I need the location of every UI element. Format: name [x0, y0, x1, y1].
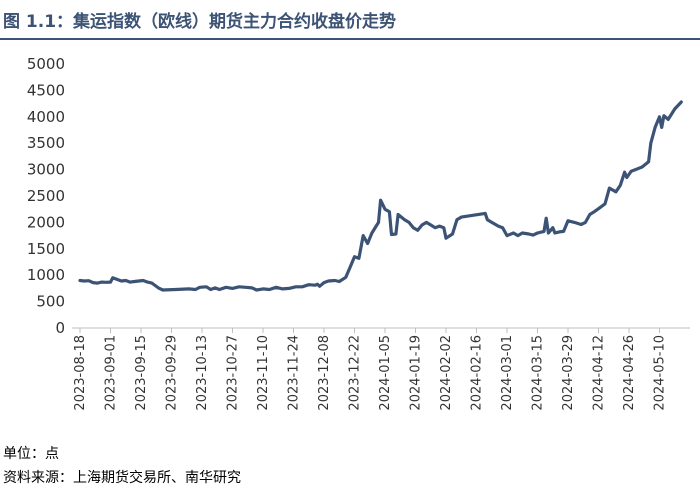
x-axis-labels: 2023-08-18 2023-09-01 2023-09-15 2023-09-29…	[73, 335, 668, 411]
x-tick-label: 2024-03-29	[561, 335, 576, 411]
line-chart: 0 500 1000 1500 2000 2500 3000 3500 4000 4500 5000…	[27, 55, 690, 411]
chart-title: 图 1.1：集运指数（欧线）期货主力合约收盘价走势	[3, 7, 396, 32]
x-tick-label: 2024-03-15	[531, 335, 546, 411]
y-tick-label: 3500	[27, 134, 65, 152]
y-tick-label: 2000	[27, 213, 65, 231]
x-tick-label: 2023-09-01	[104, 335, 119, 411]
y-axis-labels: 0 500 1000 1500 2000 2500 3000 3500 4000 4500 5000	[27, 55, 65, 337]
x-tick-label: 2024-01-19	[409, 335, 424, 411]
y-tick-label: 4000	[27, 108, 65, 126]
figure-title-separator: ：	[56, 12, 74, 32]
y-tick-label: 5000	[27, 55, 65, 73]
x-tick-label: 2024-04-12	[592, 335, 607, 411]
x-tick-label: 2023-11-24	[287, 335, 302, 411]
x-tick-label: 2023-09-29	[165, 335, 180, 411]
x-tick-label: 2023-08-18	[73, 335, 88, 411]
x-tick-label: 2023-11-10	[256, 335, 271, 411]
x-tick-label: 2023-10-27	[226, 335, 241, 411]
x-tick-label: 2024-02-02	[439, 335, 454, 411]
x-tick-label: 2024-01-05	[378, 335, 393, 411]
x-tick-label: 2024-05-10	[653, 335, 668, 411]
x-tick-label: 2023-09-15	[134, 335, 149, 411]
unit-note: 单位：点	[3, 446, 59, 462]
series-line	[78, 100, 683, 292]
x-tick-label: 2024-02-16	[470, 335, 485, 411]
x-tick-label: 2023-12-08	[317, 335, 332, 411]
title-bar: 图 1.1：集运指数（欧线）期货主力合约收盘价走势	[0, 0, 700, 40]
y-tick-label: 1000	[27, 266, 65, 284]
y-tick-label: 1500	[27, 240, 65, 258]
y-tick-label: 2500	[27, 187, 65, 205]
x-tick-label: 2023-12-22	[348, 335, 363, 411]
figure-title: 集运指数（欧线）期货主力合约收盘价走势	[73, 12, 397, 32]
x-tick-label: 2024-03-01	[500, 335, 515, 411]
figure-number: 图 1.1	[3, 12, 57, 32]
source-note: 资料来源：上海期货交易所、南华研究	[3, 470, 241, 486]
y-tick-label: 0	[55, 319, 65, 337]
x-tick-label: 2024-04-26	[622, 335, 637, 411]
y-tick-label: 4500	[27, 81, 65, 99]
y-tick-label: 3000	[27, 161, 65, 179]
x-tick-label: 2023-10-13	[195, 335, 210, 411]
x-axis-ticks	[79, 328, 660, 333]
y-tick-label: 500	[36, 293, 65, 311]
